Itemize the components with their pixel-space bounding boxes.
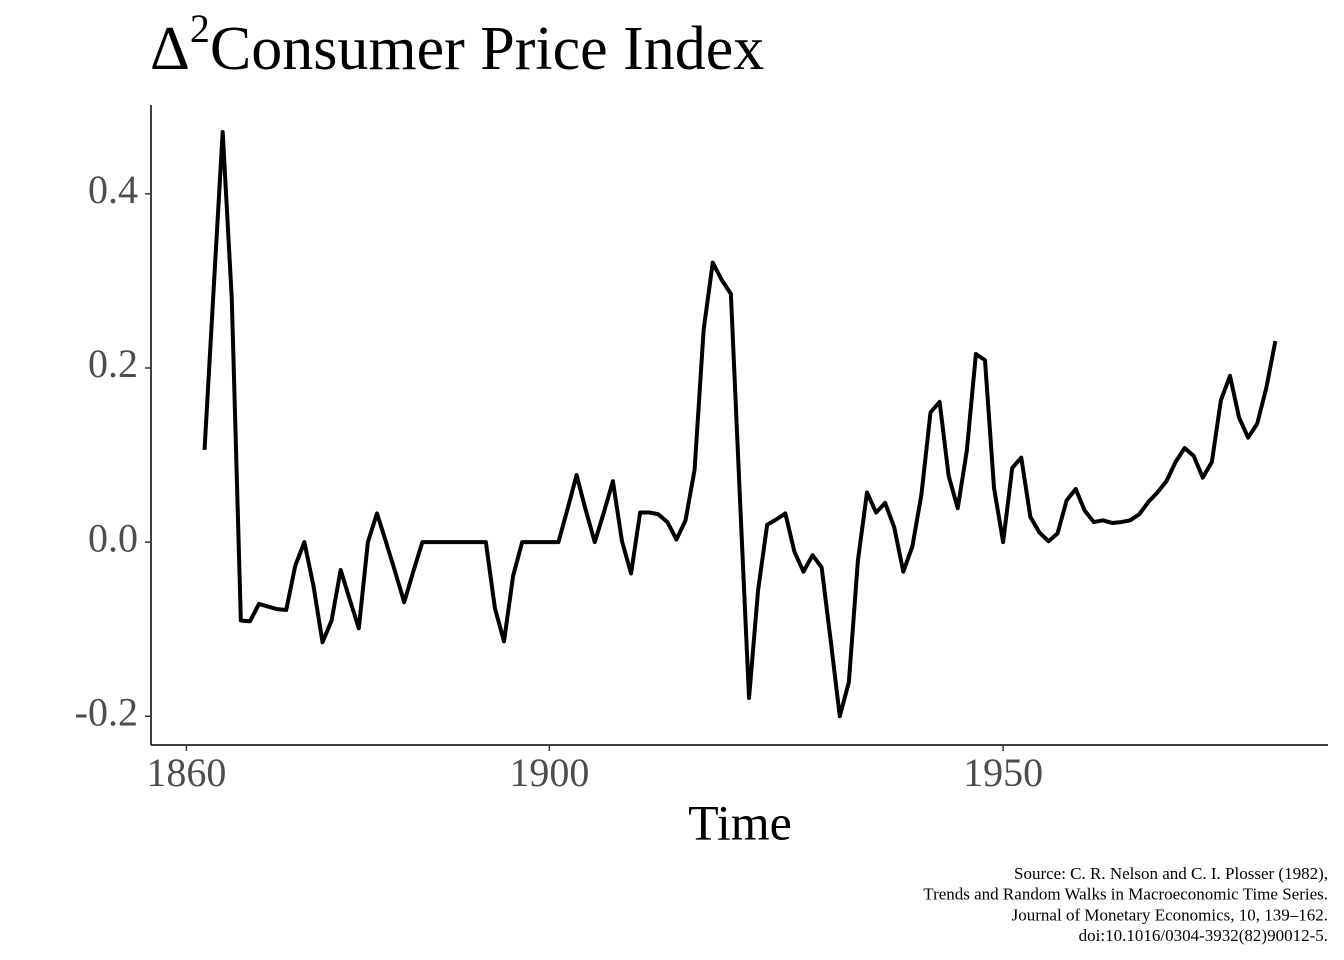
title-text: Consumer Price Index xyxy=(210,15,764,83)
x-tick-label: 1950 xyxy=(963,750,1043,795)
title-prefix: Δ xyxy=(150,15,190,83)
x-tick-label: 1900 xyxy=(509,750,589,795)
y-tick-label: 0.2 xyxy=(88,341,138,386)
caption-line: Source: C. R. Nelson and C. I. Plosser (… xyxy=(1014,864,1328,883)
x-axis-title: Time xyxy=(688,794,792,850)
x-tick-label: 1860 xyxy=(146,750,226,795)
caption-line: doi:10.1016/0304-3932(82)90012-5. xyxy=(1079,926,1328,945)
title-superscript: 2 xyxy=(190,6,210,51)
caption-line: Journal of Monetary Economics, 10, 139–1… xyxy=(1012,905,1328,924)
data-line xyxy=(202,129,1278,719)
y-tick-label: 0.4 xyxy=(88,167,138,212)
caption-line: Trends and Random Walks in Macroeconomic… xyxy=(923,885,1328,904)
y-tick-label: -0.2 xyxy=(75,689,138,734)
y-tick-label: 0.0 xyxy=(88,515,138,560)
chart-title: Δ2Consumer Price Index xyxy=(150,6,764,83)
